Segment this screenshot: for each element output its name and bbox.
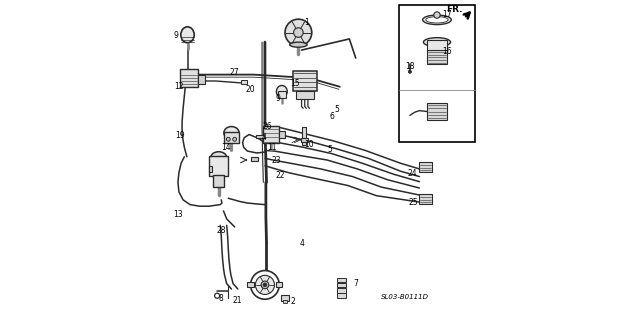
Text: 14: 14 [221,143,231,152]
Text: 22: 22 [276,172,285,180]
Text: 4: 4 [262,133,267,142]
Circle shape [261,281,269,289]
Text: 26: 26 [262,122,272,131]
Circle shape [226,137,231,141]
Text: 20: 20 [246,85,255,94]
Ellipse shape [424,38,450,47]
Text: 27: 27 [229,68,239,76]
Text: 8: 8 [219,294,224,303]
Ellipse shape [423,15,451,25]
Circle shape [263,283,267,287]
Bar [213,175,224,187]
Bar [251,157,258,161]
Bar [248,282,254,287]
Bar [283,300,287,303]
Text: 10: 10 [304,140,314,149]
Bar [420,194,432,204]
Ellipse shape [276,85,287,98]
Ellipse shape [224,126,239,139]
Text: 9: 9 [275,94,280,103]
Ellipse shape [211,152,227,163]
Bar [427,50,446,64]
Text: 12: 12 [174,82,184,91]
Text: 7: 7 [353,279,358,288]
Text: 18: 18 [405,62,415,71]
Bar [209,166,212,172]
Ellipse shape [181,27,194,43]
Bar [276,282,283,287]
Bar [257,134,264,138]
Circle shape [215,293,220,298]
Bar [293,71,317,92]
Text: 28: 28 [217,226,226,235]
Text: 15: 15 [290,79,300,88]
Bar [301,138,308,141]
Text: 1: 1 [304,18,309,27]
Text: 2: 2 [290,297,295,306]
Bar [337,293,346,298]
Bar [279,131,285,138]
Text: 5: 5 [334,105,339,114]
Bar [399,5,475,142]
Text: 16: 16 [442,47,451,56]
Bar [337,283,346,287]
Bar [337,278,346,282]
Bar [427,103,446,120]
Bar [264,126,279,143]
Text: 19: 19 [176,131,185,140]
Bar [180,69,198,87]
Text: 11: 11 [267,143,276,152]
Bar [198,75,205,84]
Text: FR.: FR. [446,5,462,14]
Bar [281,295,289,301]
Bar [337,288,346,292]
Bar [296,91,314,100]
Circle shape [408,70,411,73]
Text: 5: 5 [327,145,332,154]
Text: 24: 24 [408,169,417,178]
Text: 9: 9 [174,31,179,40]
Circle shape [434,12,440,18]
Bar [209,156,229,176]
Circle shape [233,137,237,141]
Text: 23: 23 [271,156,281,165]
Bar [420,162,432,172]
Circle shape [293,28,303,37]
Bar [278,92,286,98]
Text: 17: 17 [442,10,451,19]
Text: 13: 13 [173,210,183,219]
Ellipse shape [426,17,448,23]
Bar [427,40,446,52]
Circle shape [285,19,312,46]
Bar [224,132,239,143]
Bar [241,80,247,84]
Bar [302,127,306,145]
Text: 25: 25 [408,197,418,206]
Text: 21: 21 [232,296,242,305]
Text: 6: 6 [330,112,334,121]
Circle shape [255,275,274,294]
Ellipse shape [290,42,307,47]
Text: 4: 4 [299,239,304,248]
Text: SL03-B0111D: SL03-B0111D [381,293,429,300]
Circle shape [251,270,279,299]
